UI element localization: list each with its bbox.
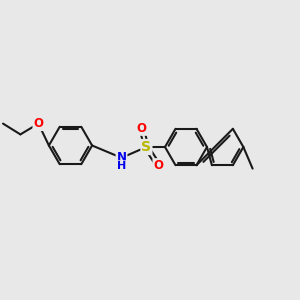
Text: N: N — [116, 151, 127, 164]
Text: O: O — [33, 117, 43, 130]
Text: H: H — [117, 161, 126, 171]
Text: O: O — [136, 122, 147, 135]
Text: O: O — [153, 159, 164, 172]
Text: S: S — [141, 140, 152, 154]
